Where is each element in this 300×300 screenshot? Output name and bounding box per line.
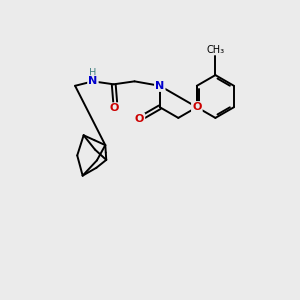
Text: O: O <box>110 103 119 113</box>
Text: CH₃: CH₃ <box>206 45 224 55</box>
Text: O: O <box>135 114 144 124</box>
Text: H: H <box>89 68 97 78</box>
Text: N: N <box>155 81 164 91</box>
Text: O: O <box>192 102 202 112</box>
Text: N: N <box>88 76 98 86</box>
